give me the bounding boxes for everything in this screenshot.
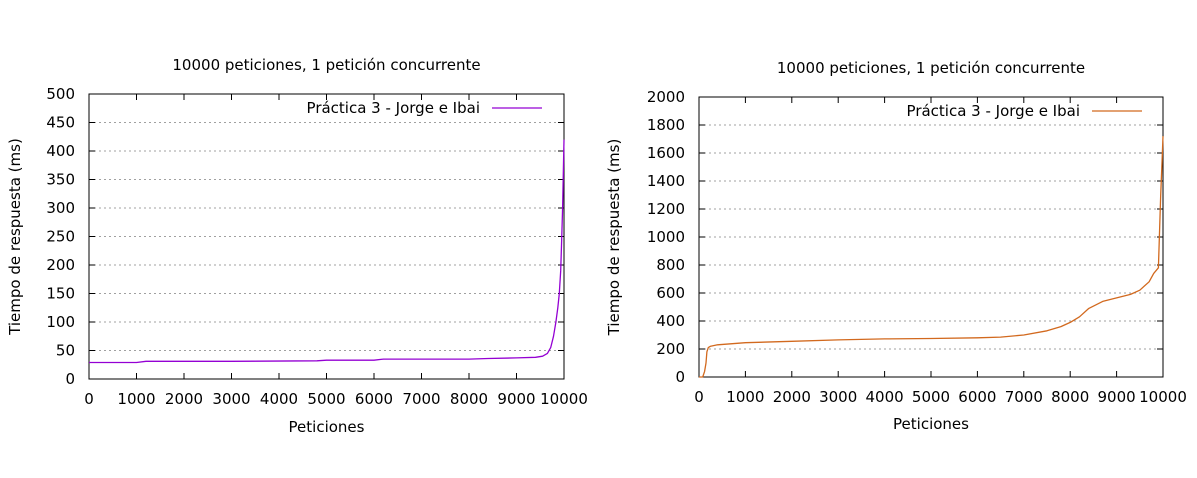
x-tick-label: 8000 [1051,388,1089,406]
x-tick-label: 1000 [117,390,155,408]
chart-2: 0 200 400 600 800 1000 1200 1400 1600 1800 2000 0 10… [605,59,1187,433]
x-tick-label: 2000 [165,390,203,408]
x-axis-label: Peticiones [289,418,365,436]
legend-label: Práctica 3 - Jorge e Ibai [907,102,1080,120]
x-tick-label: 6000 [355,390,393,408]
x-tick-label: 4000 [866,388,904,406]
x-tick-label: 0 [84,390,94,408]
x-tick-label: 8000 [450,390,488,408]
chart-title: 10000 peticiones, 1 petición concurrente [777,59,1085,77]
x-tick-label: 10000 [540,390,588,408]
y-tick-label: 50 [56,342,75,360]
x-tick-label: 3000 [819,388,857,406]
chart-title: 10000 peticiones, 1 petición concurrente [172,56,480,74]
series-line [89,139,565,364]
y-tick-label: 100 [46,313,75,331]
y-tick-label: 800 [656,256,685,274]
y-tick-label: 450 [46,114,75,132]
x-axis-label: Peticiones [893,415,969,433]
y-axis-label: Tiempo de respuesta (ms) [6,138,24,336]
y-tick-label: 500 [46,85,75,103]
legend-label: Práctica 3 - Jorge e Ibai [307,99,480,117]
y-tick-label: 250 [46,228,75,246]
y-tick-label: 0 [675,368,685,386]
x-tick-label: 4000 [260,390,298,408]
x-tick-label: 3000 [212,390,250,408]
x-tick-label: 6000 [958,388,996,406]
x-tick-label: 5000 [912,388,950,406]
y-tick-label: 1800 [647,116,685,134]
y-tick-label: 200 [656,340,685,358]
y-tick-label: 150 [46,285,75,303]
y-tick-label: 600 [656,284,685,302]
y-tick-label: 300 [46,199,75,217]
x-tick-label: 7000 [1005,388,1043,406]
y-tick-label: 1000 [647,228,685,246]
y-tick-label: 200 [46,256,75,274]
y-axis-label: Tiempo de respuesta (ms) [605,139,623,337]
y-tick-label: 350 [46,171,75,189]
y-tick-label: 0 [65,370,75,388]
x-tick-label: 0 [694,388,704,406]
x-tick-label: 5000 [307,390,345,408]
x-tick-label: 10000 [1139,388,1187,406]
x-tick-label: 2000 [773,388,811,406]
x-tick-label: 1000 [726,388,764,406]
x-tick-label: 9000 [1098,388,1136,406]
y-tick-label: 400 [46,142,75,160]
y-tick-label: 2000 [647,88,685,106]
y-tick-label: 1400 [647,172,685,190]
x-tick-label: 9000 [497,390,535,408]
y-tick-label: 1600 [647,144,685,162]
series-line [699,136,1164,378]
y-tick-label: 400 [656,312,685,330]
y-tick-label: 1200 [647,200,685,218]
x-tick-label: 7000 [402,390,440,408]
